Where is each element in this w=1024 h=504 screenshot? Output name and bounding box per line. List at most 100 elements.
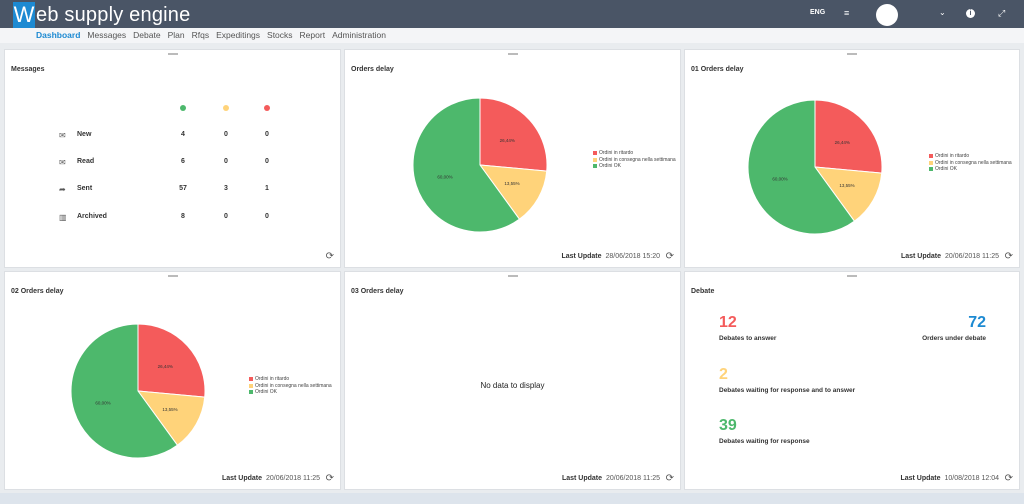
- slice-label: 60,00%: [437, 174, 452, 179]
- legend-swatch: [929, 154, 933, 159]
- pie-slice[interactable]: [70, 323, 179, 459]
- count-archived-green[interactable]: 8: [181, 213, 185, 220]
- refresh-icon[interactable]: ⟳: [325, 251, 334, 262]
- slice-label: 26,44%: [835, 140, 850, 145]
- drag-handle[interactable]: [847, 53, 857, 55]
- slice-label: 13,55%: [162, 407, 177, 412]
- nav-plan[interactable]: Plan: [167, 30, 185, 40]
- pie-slice[interactable]: [814, 99, 883, 174]
- slice-label: 60,00%: [772, 176, 787, 181]
- refresh-icon[interactable]: ⟳: [1004, 473, 1013, 484]
- count-sent-yellow[interactable]: 3: [224, 185, 228, 192]
- count-new-yellow[interactable]: 0: [224, 131, 228, 138]
- last-update-label: Last Update: [561, 475, 603, 482]
- slice-label: 13,55%: [839, 183, 854, 188]
- pie-slice[interactable]: [479, 97, 548, 172]
- pie-chart: 26,44% 13,55% 60,00%: [70, 323, 206, 459]
- pie-slice[interactable]: [813, 166, 883, 222]
- legend-label: Ordini in consegna nella settimana: [255, 382, 332, 389]
- drag-handle[interactable]: [167, 53, 178, 55]
- row-label-archived[interactable]: Archived: [77, 213, 107, 220]
- status-dot-red: [264, 105, 270, 111]
- slice-label: 26,44%: [158, 364, 173, 369]
- nav-expeditings[interactable]: Expeditings: [216, 30, 261, 40]
- legend-swatch: [929, 160, 933, 165]
- last-update-label: Last Update: [221, 475, 263, 482]
- count-sent-red[interactable]: 1: [265, 185, 269, 192]
- legend-item[interactable]: Ordini OK: [593, 163, 676, 170]
- pie-slice[interactable]: [747, 99, 856, 235]
- pie-slice[interactable]: [137, 323, 206, 398]
- refresh-icon[interactable]: ⟳: [325, 473, 334, 484]
- nav-administration[interactable]: Administration: [332, 30, 386, 40]
- legend-label: Ordini in consegna nella settimana: [599, 156, 676, 163]
- pie-slice[interactable]: [412, 97, 521, 233]
- row-label-sent[interactable]: Sent: [77, 185, 93, 192]
- chevron-down-icon[interactable]: ⌄: [939, 8, 946, 17]
- app-logo[interactable]: W eb supply engine: [13, 2, 190, 28]
- count-read-green[interactable]: 6: [181, 158, 185, 165]
- legend-item[interactable]: Ordini in ritardo: [929, 153, 1012, 160]
- legend-item[interactable]: Ordini OK: [249, 389, 332, 396]
- last-update-value: 20/06/2018 11:25: [266, 475, 320, 482]
- info-icon[interactable]: i: [966, 9, 975, 18]
- row-label-new[interactable]: New: [77, 131, 92, 138]
- avatar[interactable]: [876, 4, 898, 26]
- status-dot-green: [180, 105, 186, 111]
- legend-label: Ordini in ritardo: [255, 376, 290, 382]
- count-new-green[interactable]: 4: [181, 131, 185, 138]
- drag-handle[interactable]: [507, 275, 518, 277]
- pie-slice[interactable]: [478, 164, 548, 220]
- legend-item[interactable]: Ordini in ritardo: [593, 150, 676, 157]
- refresh-icon[interactable]: ⟳: [665, 473, 674, 484]
- drag-handle[interactable]: [847, 275, 857, 277]
- panel-title: Debate: [691, 288, 715, 295]
- debates-waiting-both-label: Debates waiting for response and to answ…: [719, 387, 856, 394]
- debates-waiting-count[interactable]: 39: [719, 417, 737, 434]
- count-read-red[interactable]: 0: [265, 158, 269, 165]
- row-label-read[interactable]: Read: [77, 158, 95, 165]
- fullscreen-icon[interactable]: ⤢: [998, 8, 1006, 18]
- nav-bar: Dashboard Messages Debate Plan Rfqs Expe…: [0, 28, 1024, 43]
- nav-dashboard[interactable]: Dashboard: [36, 30, 81, 40]
- envelope-icon: ✉: [59, 131, 66, 140]
- refresh-icon[interactable]: ⟳: [1004, 251, 1013, 262]
- nav-rfqs[interactable]: Rfqs: [191, 30, 210, 40]
- panel-title: 02 Orders delay: [11, 288, 64, 295]
- legend-swatch: [249, 377, 253, 382]
- chart-legend: Ordini in ritardo Ordini in consegna nel…: [593, 150, 676, 170]
- legend-item[interactable]: Ordini in consegna nella settimana: [249, 383, 332, 390]
- slice-label: 60,00%: [95, 400, 110, 405]
- nav-report[interactable]: Report: [299, 30, 326, 40]
- last-update-value: 28/06/2018 15:20: [605, 253, 661, 260]
- count-new-red[interactable]: 0: [265, 131, 269, 138]
- drag-handle[interactable]: [167, 275, 178, 277]
- count-archived-red[interactable]: 0: [265, 213, 269, 220]
- chart-legend: Ordini in ritardo Ordini in consegna nel…: [929, 153, 1012, 173]
- legend-swatch: [593, 151, 597, 156]
- bottom-bar: [0, 493, 1024, 504]
- orders-under-debate-label: Orders under debate: [922, 335, 986, 342]
- envelope-open-icon: ✉: [59, 158, 66, 167]
- count-sent-green[interactable]: 57: [179, 185, 187, 192]
- debates-to-answer-count[interactable]: 12: [719, 314, 737, 331]
- refresh-icon[interactable]: ⟳: [665, 251, 674, 262]
- last-update-label: Last Update: [900, 475, 941, 482]
- menu-icon[interactable]: ≡: [844, 8, 850, 18]
- last-update-label: Last Update: [900, 253, 942, 260]
- drag-handle[interactable]: [507, 53, 518, 55]
- nav-messages[interactable]: Messages: [87, 30, 127, 40]
- count-read-yellow[interactable]: 0: [224, 158, 228, 165]
- pie-slice[interactable]: [136, 390, 206, 446]
- nav-stocks[interactable]: Stocks: [267, 30, 293, 40]
- legend-item[interactable]: Ordini OK: [929, 166, 1012, 173]
- debates-waiting-both-count[interactable]: 2: [719, 366, 728, 383]
- legend-item[interactable]: Ordini in ritardo: [249, 376, 332, 383]
- count-archived-yellow[interactable]: 0: [224, 213, 228, 220]
- legend-item[interactable]: Ordini in consegna nella settimana: [929, 160, 1012, 167]
- language-selector[interactable]: ENG: [810, 9, 826, 16]
- orders-delay-02-panel: 02 Orders delay 26,44% 13,55% 60,00% Ordin…: [4, 271, 341, 490]
- nav-debate[interactable]: Debate: [133, 30, 161, 40]
- orders-under-debate-count[interactable]: 72: [968, 314, 986, 331]
- legend-item[interactable]: Ordini in consegna nella settimana: [593, 157, 676, 164]
